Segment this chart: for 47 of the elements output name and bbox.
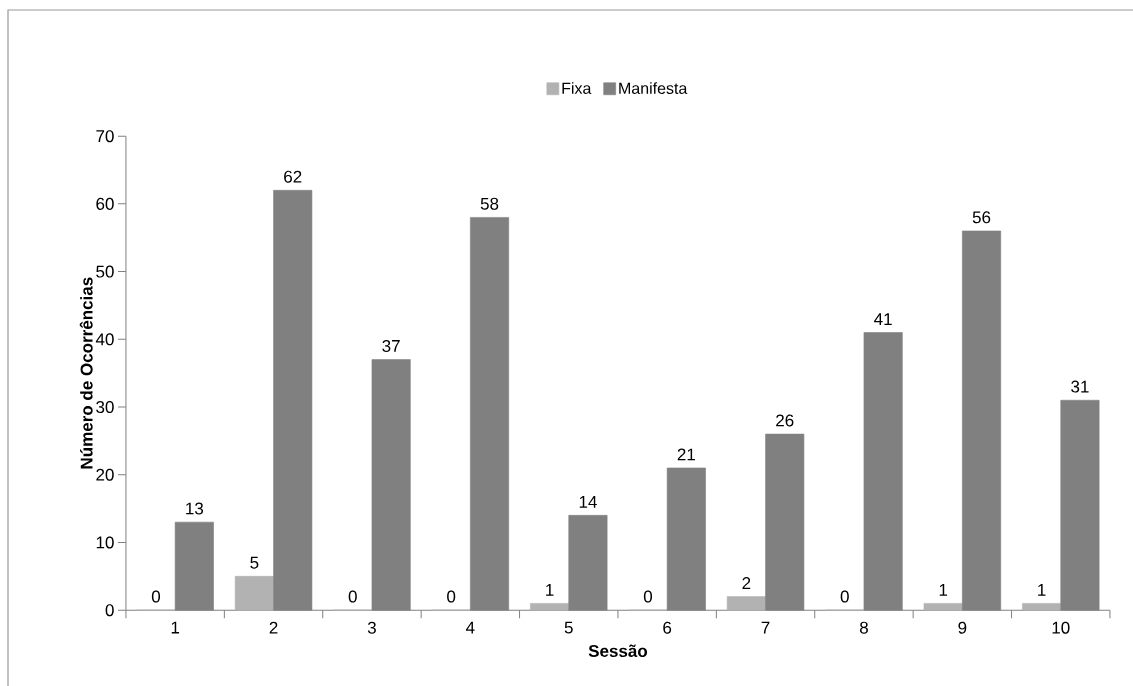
y-tick-label: 60 — [96, 197, 114, 210]
data-label: 1 — [546, 584, 554, 596]
data-label: 26 — [776, 414, 794, 427]
data-label: 0 — [840, 590, 849, 603]
data-label: 58 — [480, 197, 499, 210]
x-tick-label: 6 — [663, 621, 672, 634]
x-tick-label: 10 — [1052, 621, 1070, 634]
data-label: 13 — [186, 502, 204, 515]
data-label: 0 — [447, 590, 456, 603]
x-tick-label: 7 — [761, 621, 770, 634]
data-label: 62 — [284, 170, 302, 183]
y-tick-label: 20 — [96, 468, 114, 481]
x-tick-label: 1 — [171, 621, 180, 634]
x-tick-label: 2 — [269, 621, 278, 634]
bar — [234, 576, 274, 611]
data-label: 37 — [382, 339, 400, 352]
y-tick-label: 0 — [105, 604, 114, 617]
data-label: 14 — [579, 496, 597, 508]
y-tick-label: 40 — [95, 333, 114, 346]
data-label: 5 — [250, 556, 259, 569]
bar — [1022, 603, 1062, 611]
data-label: 0 — [643, 590, 653, 603]
x-tick-label: 9 — [958, 621, 967, 634]
y-axis-title: Número de Ocorrências — [79, 277, 93, 469]
y-tick-label: 70 — [96, 130, 114, 143]
x-tick-label: 5 — [564, 621, 573, 634]
data-label: 41 — [874, 313, 892, 325]
bar — [923, 603, 963, 611]
data-label: 56 — [972, 211, 991, 224]
x-tick-label: 8 — [859, 621, 868, 634]
y-tick-label: 10 — [96, 536, 114, 549]
y-tick-label: 50 — [96, 265, 114, 278]
bar — [530, 603, 570, 611]
legend-label: Fixa — [562, 82, 592, 94]
x-tick-label: 4 — [466, 621, 475, 634]
data-label: 0 — [348, 590, 357, 603]
x-axis-title: Sessão — [588, 644, 648, 658]
data-label: 1 — [939, 584, 948, 596]
legend-label: Manifesta — [619, 82, 688, 94]
y-tick-label: 30 — [96, 401, 114, 414]
data-label: 0 — [151, 590, 161, 603]
bar — [726, 596, 766, 611]
data-label: 31 — [1071, 380, 1089, 393]
x-tick-label: 3 — [367, 621, 376, 634]
data-label: 21 — [677, 448, 695, 461]
data-label: 2 — [742, 577, 751, 589]
data-label: 1 — [1038, 584, 1046, 596]
